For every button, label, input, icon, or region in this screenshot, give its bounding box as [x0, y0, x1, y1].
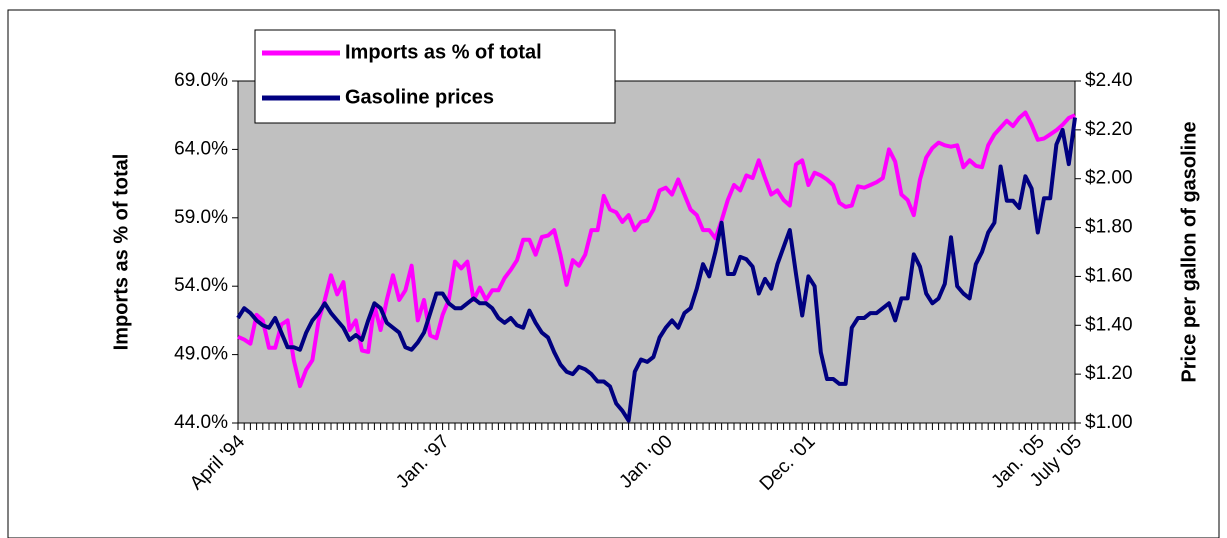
- y2-tick-label: $1.60: [1085, 265, 1133, 286]
- plot-area: [237, 80, 1076, 424]
- y-tick-label: 49.0%: [174, 344, 228, 365]
- y-axis-title: Imports as % of total: [110, 154, 132, 351]
- series-line: [236, 117, 1077, 423]
- legend-label: Imports as % of total: [345, 41, 542, 63]
- y2-tick-label: $2.20: [1085, 119, 1133, 140]
- legend-label: Gasoline prices: [345, 86, 494, 108]
- y2-tick-label: $1.20: [1085, 363, 1133, 384]
- y2-tick-label: $1.00: [1085, 412, 1133, 433]
- y2-tick-label: $2.00: [1085, 168, 1133, 189]
- y-tick-label: 69.0%: [174, 70, 228, 91]
- legend-box: [254, 29, 616, 124]
- y2-tick-label: $1.80: [1085, 217, 1133, 238]
- series-line: [237, 110, 1076, 389]
- y-tick-label: 54.0%: [174, 275, 228, 296]
- y-tick-label: 59.0%: [174, 207, 228, 228]
- y2-axis-title: Price per gallon of gasoline: [1178, 121, 1200, 382]
- legend: Imports as % of total Gasoline prices: [254, 29, 616, 124]
- y2-tick-label: $1.40: [1085, 314, 1133, 335]
- y-tick-label: 44.0%: [174, 412, 228, 433]
- y2-tick-label: $2.40: [1085, 70, 1133, 91]
- y-tick-label: 64.0%: [174, 138, 228, 159]
